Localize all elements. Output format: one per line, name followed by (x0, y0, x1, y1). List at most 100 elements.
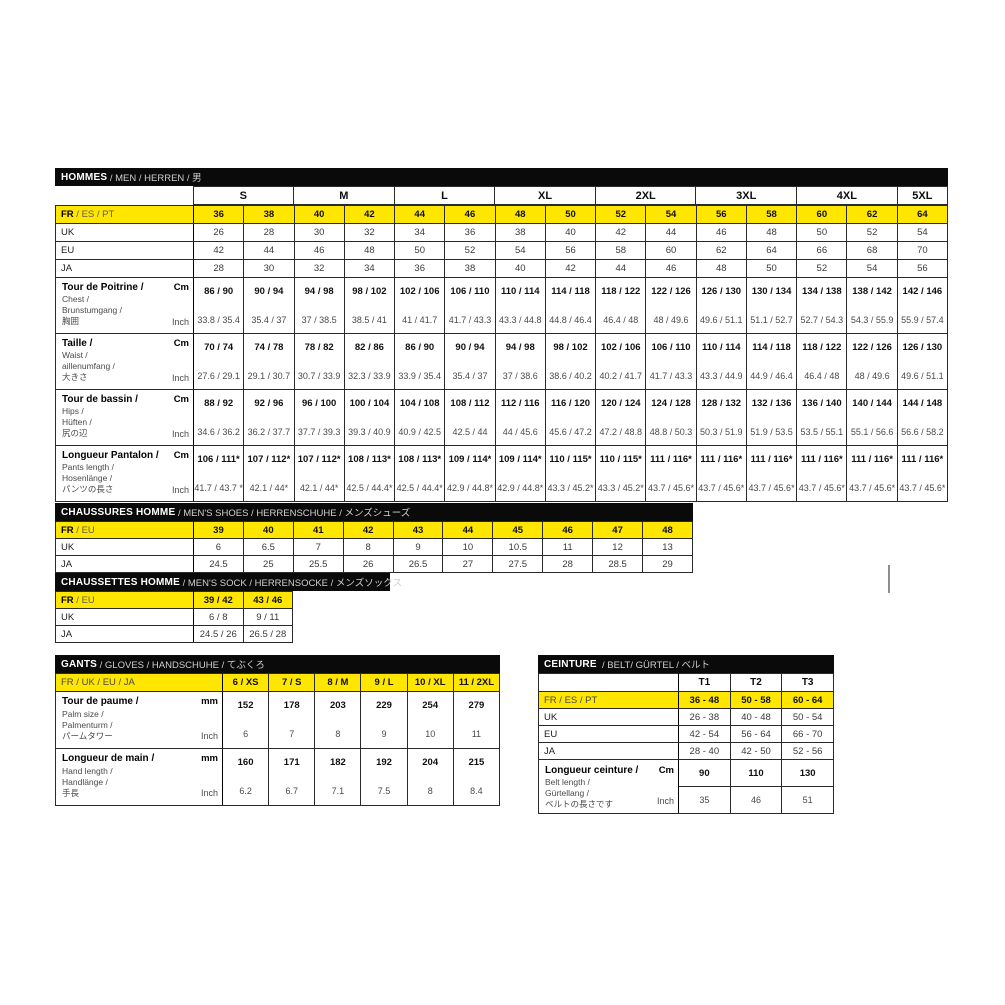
uk-size-cell: 36 (444, 223, 496, 242)
shoe-fr-size-cell: 46 (542, 521, 594, 539)
socks-title-translations: / MEN'S SOCK / HERRENSOCKE / メンズソックス (179, 578, 402, 589)
measure-value-cell: 130 / 134 51.1 / 52.7 (745, 277, 798, 334)
measure-value-cell: 126 / 130 49.6 / 51.1 (896, 333, 949, 390)
belt-t-header-cell: T3 (781, 673, 834, 692)
belt-length-cm-row: Longueur ceinture / Belt length / Gürtella… (538, 759, 834, 814)
fr-size-cell: 56 (695, 205, 747, 224)
fr-size-cell: 42 (343, 205, 396, 224)
shoe-fr-size-cell: 39 (193, 521, 244, 539)
measure-value-cell: 122 / 126 48 / 49.6 (645, 277, 697, 334)
shoe-uk-size-cell: 7 (292, 538, 344, 556)
shoe-ja-size-cell: 28.5 (592, 555, 644, 573)
hand-length-row: Longueur de main / Hand length / Handlänge… (55, 748, 501, 806)
waist-row-label: Taille / Waist / aillenumfang / 大きさ Cm Inch (55, 333, 194, 390)
measure-value-cell: 110 / 115* 43.3 / 45.2* (595, 445, 647, 502)
shoe-uk-size-cell: 8 (342, 538, 394, 556)
size-group-header: 5XL (896, 186, 949, 205)
mens-title-bar: HOMMES / MEN / HERREN / 男 (55, 168, 948, 186)
shoe-uk-size-cell: 12 (592, 538, 644, 556)
palm-size-row-label: Tour de paume / Palm size / Palmenturm / パー… (55, 691, 223, 749)
belt-eu-row: EU 42 - 54 56 - 64 66 - 70 (538, 725, 834, 743)
ja-size-cell: 36 (394, 259, 446, 278)
shoe-ja-size-cell: 26.5 (392, 555, 444, 573)
fr-size-cell: 40 (293, 205, 345, 224)
measure-value-cell: 122 / 126 48 / 49.6 (846, 333, 898, 390)
shoe-uk-size-cell: 9 (392, 538, 444, 556)
sock-fr-size-cell: 39 / 42 (193, 591, 244, 609)
belt-uk-row-label: UK (538, 708, 679, 726)
shoe-ja-size-cell: 25.5 (292, 555, 344, 573)
belt-fr-row: FR / ES / PT 36 - 48 50 - 58 60 - 64 (538, 691, 834, 709)
measure-value-cell: 90 / 94 35.4 / 37 (243, 277, 295, 334)
fr-size-cell: 60 (796, 205, 848, 224)
measure-value-cell: 102 / 106 40.2 / 41.7 (595, 333, 647, 390)
shoes-title-bar: CHAUSSURES HOMME / MEN'S SHOES / HERRENS… (55, 503, 693, 521)
ja-size-cell: 52 (796, 259, 848, 278)
shoes-ja-row: JA 24.5 25 25.5 26 26.5 27 27.5 28 28.5 29 (55, 555, 693, 573)
shoes-fr-row-label: FR / EU (55, 521, 194, 539)
belt-length-inch-cell: 46 (729, 786, 783, 814)
shoes-fr-row: FR / EU 39 40 41 42 43 44 45 46 47 48 (55, 521, 693, 539)
glove-size-cell: 10 / XL (406, 673, 454, 692)
belt-eu-size-cell: 66 - 70 (781, 725, 834, 743)
glove-size-cell: 7 / S (268, 673, 316, 692)
belt-ja-size-cell: 42 - 50 (729, 742, 783, 760)
fr-size-cell: 62 (846, 205, 898, 224)
shoes-uk-row: UK 6 6.5 7 8 9 10 10.5 11 12 13 (55, 538, 693, 556)
uk-size-cell: 38 (494, 223, 546, 242)
measure-value-cell: 138 / 142 54.3 / 55.9 (846, 277, 898, 334)
chest-row-label: Tour de Poitrine / Chest / Brunstumgang / 胸… (55, 277, 194, 334)
ja-size-cell: 46 (645, 259, 697, 278)
hips-row: Tour de bassin / Hips / Hüften / 尻の辺 Cm Inch… (55, 389, 949, 446)
uk-size-cell: 30 (293, 223, 345, 242)
socks-title-bar: CHAUSSETTES HOMME / MEN'S SOCK / HERRENS… (55, 573, 402, 591)
socks-fr-row: FR / EU 39 / 42 43 / 46 (55, 591, 293, 609)
uk-size-cell: 34 (394, 223, 446, 242)
measure-value-cell: 111 / 116* 43.7 / 45.6* (695, 445, 747, 502)
measure-value-cell: 215 8.4 (452, 748, 501, 806)
belt-length-row-label: Longueur ceinture / Belt length / Gürtella… (538, 759, 679, 814)
belt-uk-size-cell: 50 - 54 (781, 708, 834, 726)
eu-size-cell: 46 (293, 241, 345, 260)
measure-value-cell: 110 / 114 43.3 / 44.8 (494, 277, 546, 334)
eu-size-cell: 52 (444, 241, 496, 260)
eu-size-cell: 44 (243, 241, 295, 260)
pants-length-row: Longueur Pantalon / Pants length / Hosenlä… (55, 445, 949, 502)
shoes-title-translations: / MEN'S SHOES / HERRENSCHUHE / メンズシューズ (175, 508, 411, 519)
fr-size-cell: 64 (896, 205, 949, 224)
pants-length-row-label: Longueur Pantalon / Pants length / Hosenlä… (55, 445, 194, 502)
measure-value-cell: 86 / 90 33.9 / 35.4 (394, 333, 446, 390)
measure-value-cell: 102 / 106 41 / 41.7 (394, 277, 446, 334)
measure-value-cell: 111 / 116* 43.7 / 45.6* (896, 445, 949, 502)
uk-size-cell: 48 (745, 223, 798, 242)
mens-fr-row-label: FR / ES / PT (55, 205, 194, 224)
measure-value-cell: 126 / 130 49.6 / 51.1 (695, 277, 747, 334)
shoe-fr-size-cell: 42 (342, 521, 394, 539)
measure-value-cell: 109 / 114* 42.9 / 44.8* (494, 445, 546, 502)
uk-size-cell: 52 (846, 223, 898, 242)
sock-uk-size-cell: 9 / 11 (242, 608, 293, 626)
measure-value-cell: 136 / 140 53.5 / 55.1 (796, 389, 848, 446)
shoe-fr-size-cell: 48 (642, 521, 693, 539)
measure-value-cell: 98 / 102 38.5 / 41 (343, 277, 396, 334)
shoe-uk-size-cell: 6 (193, 538, 244, 556)
measure-value-cell: 171 6.7 (268, 748, 316, 806)
mens-eu-row-label: EU (55, 241, 194, 260)
fr-size-cell: 36 (192, 205, 245, 224)
shoe-uk-size-cell: 10 (442, 538, 494, 556)
shoe-ja-size-cell: 28 (542, 555, 594, 573)
measure-value-cell: 96 / 100 37.7 / 39.3 (293, 389, 345, 446)
measure-value-cell: 118 / 122 46.4 / 48 (796, 333, 848, 390)
measure-value-cell: 94 / 98 37 / 38.6 (494, 333, 546, 390)
belt-eu-size-cell: 42 - 54 (678, 725, 731, 743)
belt-fr-size-cell: 60 - 64 (781, 691, 834, 709)
gloves-section: GANTS / GLOVES / HANDSCHUHE / てぶくろ FR / … (55, 655, 501, 806)
measure-value-cell: 106 / 111* 41.7 / 43.7 * (192, 445, 245, 502)
measure-value-cell: 70 / 74 27.6 / 29.1 (192, 333, 245, 390)
eu-size-cell: 60 (645, 241, 697, 260)
measure-value-cell: 142 / 146 55.9 / 57.4 (896, 277, 949, 334)
glove-size-cell: 9 / L (360, 673, 408, 692)
